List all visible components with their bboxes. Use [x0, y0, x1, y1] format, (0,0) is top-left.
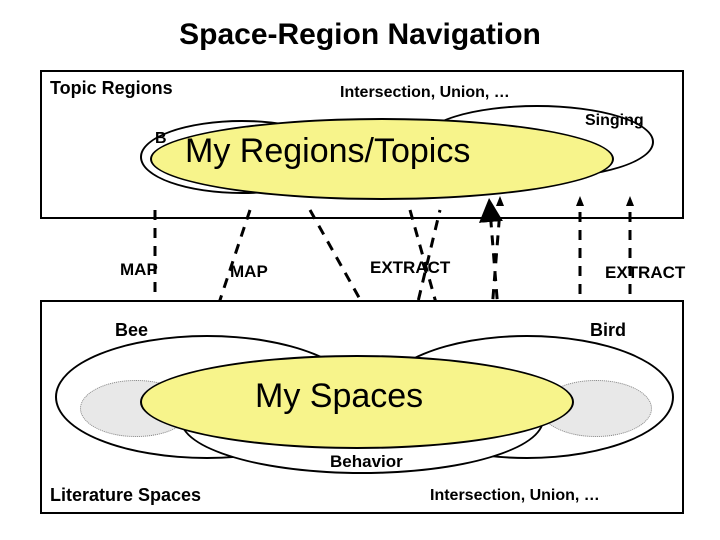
- extract-label-1: EXTRACT: [370, 258, 450, 278]
- behavior-label: Behavior: [330, 452, 403, 472]
- page-title: Space-Region Navigation: [0, 18, 720, 52]
- top-highlight-text: My Regions/Topics: [185, 132, 470, 171]
- top-box-label: Topic Regions: [50, 78, 173, 99]
- map-label-1: MAP: [120, 260, 158, 280]
- bottom-box-sublabel: Intersection, Union, …: [430, 487, 600, 505]
- extract-label-2: EXTRACT: [605, 263, 685, 283]
- bird-label: Bird: [590, 320, 626, 341]
- top-box-sublabel: Intersection, Union, …: [340, 84, 510, 102]
- bottom-highlight-text: My Spaces: [255, 377, 423, 416]
- bee-label: Bee: [115, 320, 148, 341]
- bottom-box-label: Literature Spaces: [50, 485, 201, 506]
- map-label-2: MAP: [230, 262, 268, 282]
- top-bg-ellipse-right-text: Singing: [585, 112, 644, 130]
